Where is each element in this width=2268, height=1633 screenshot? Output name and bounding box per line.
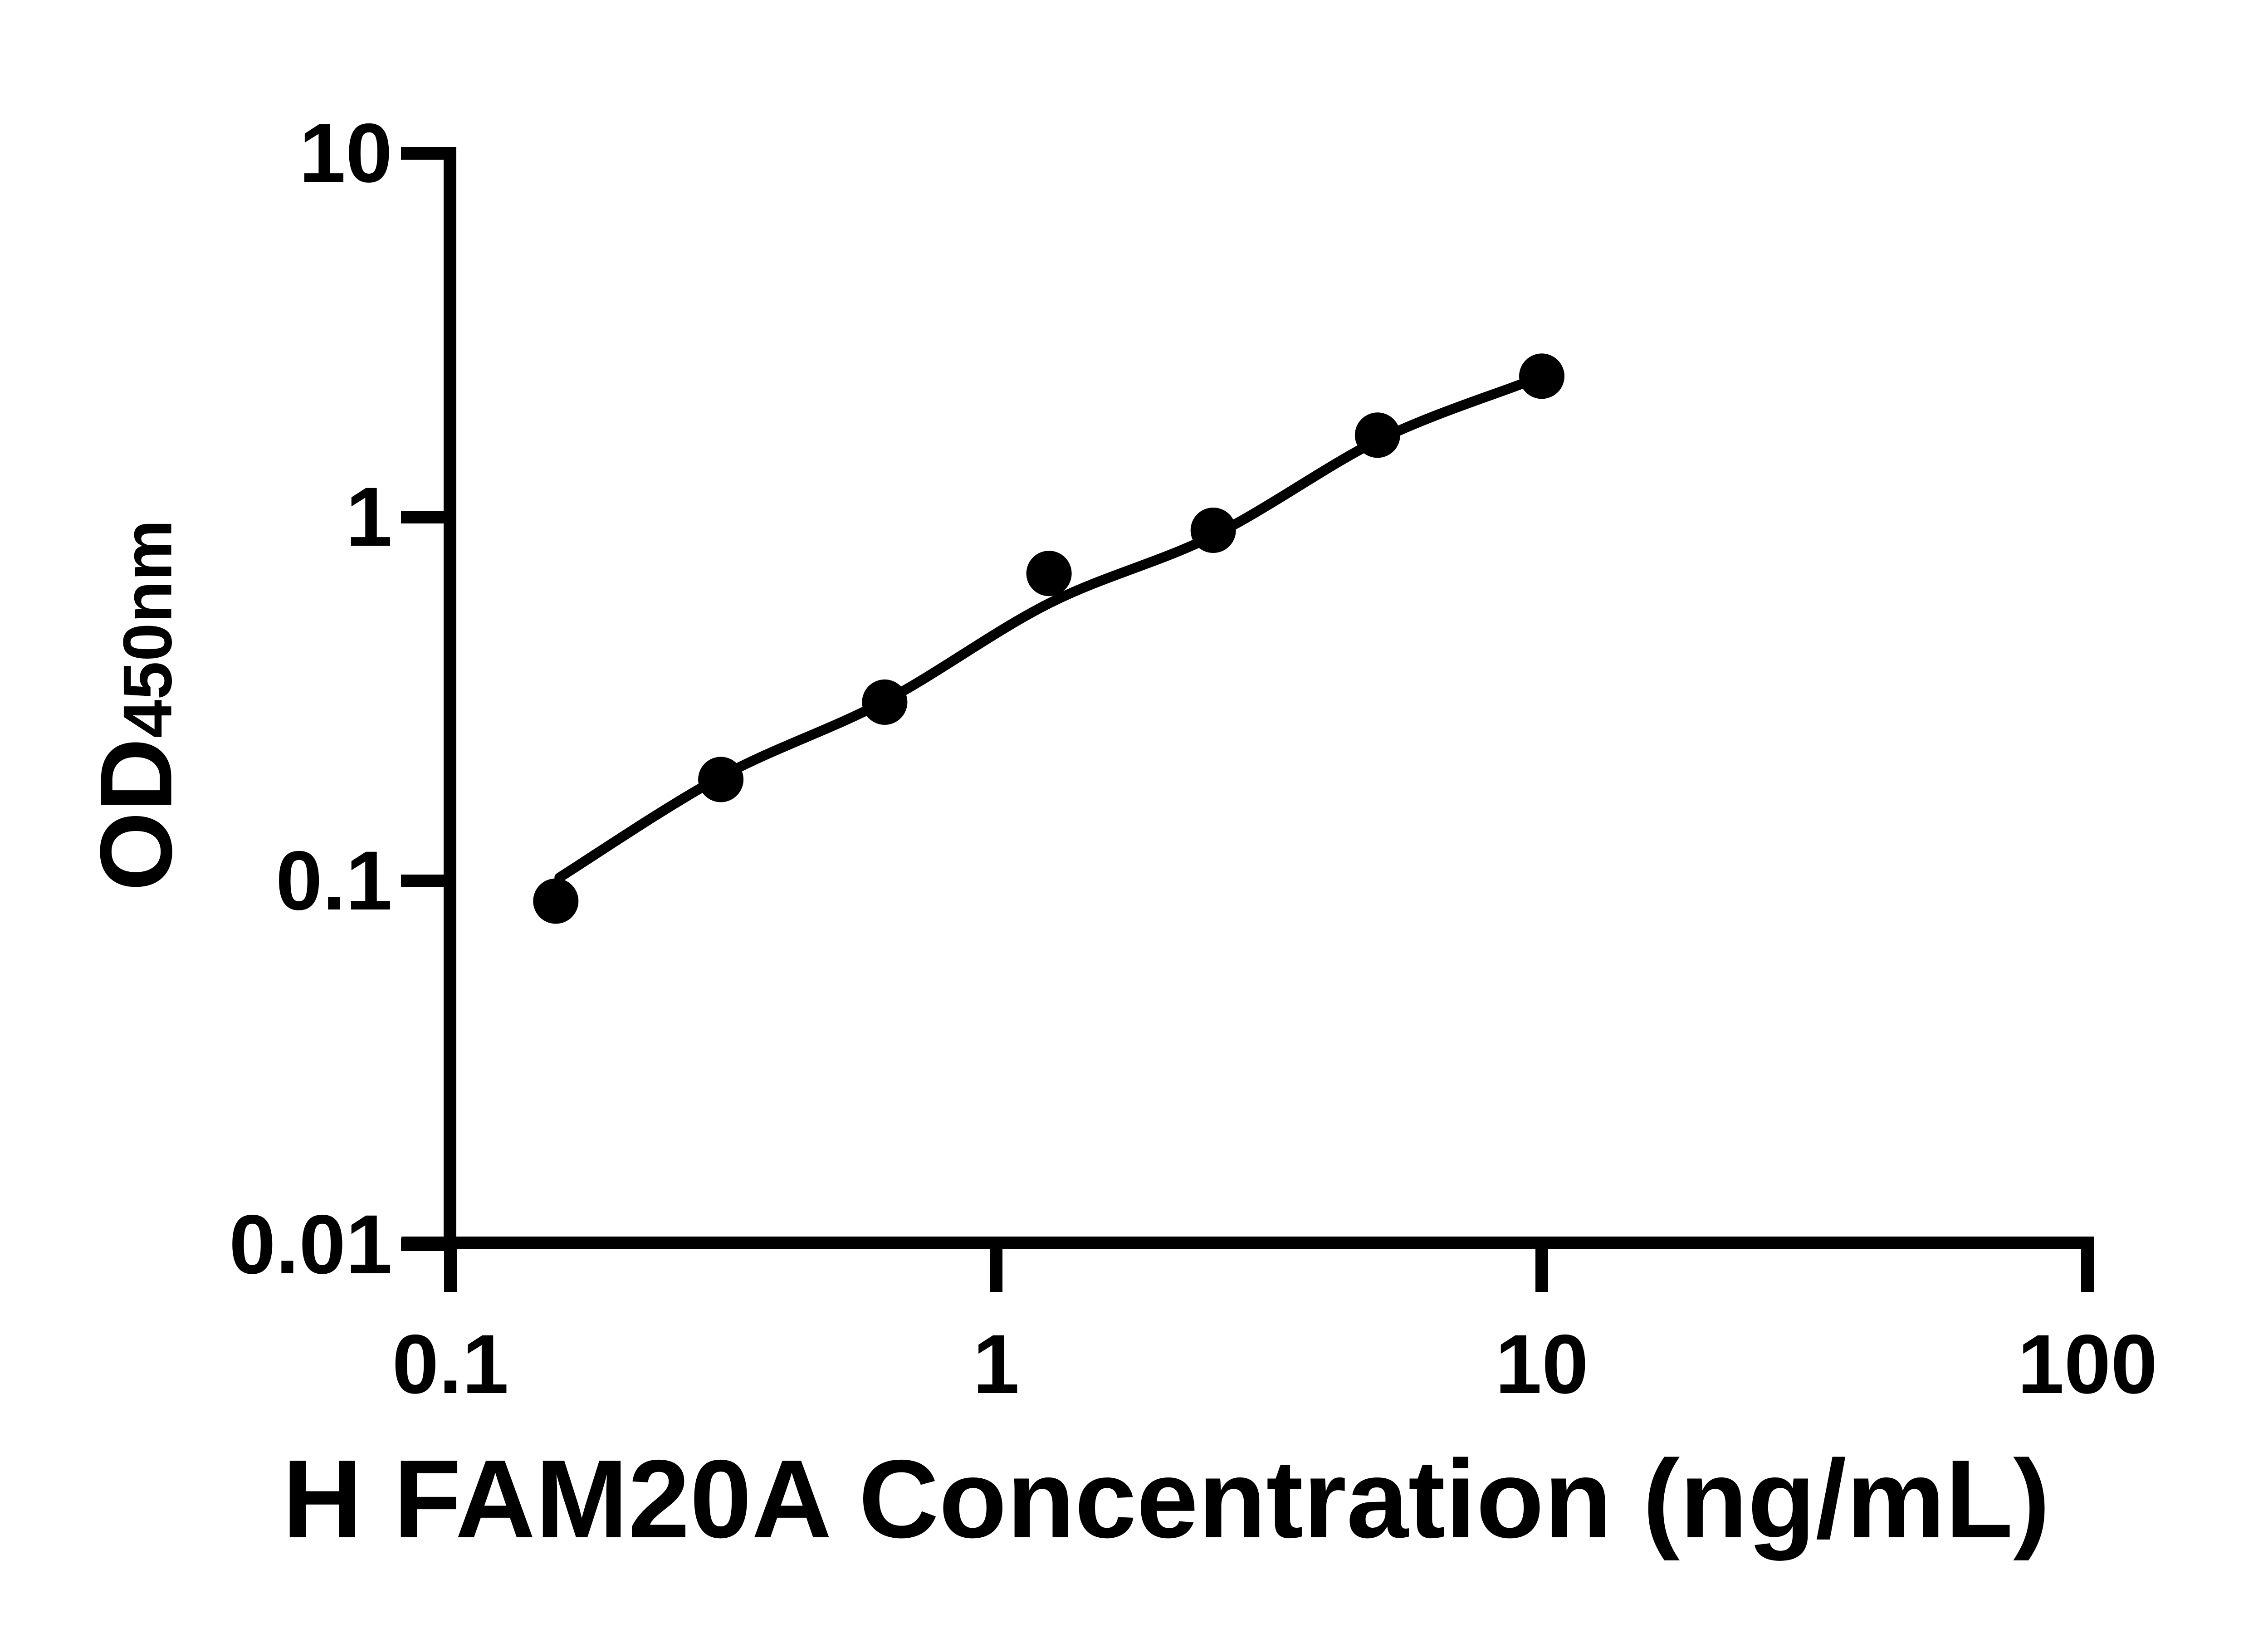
x-tick-label: 100	[2017, 1318, 2158, 1411]
y-axis-title-subscript: 450nm	[109, 519, 186, 738]
data-point	[1190, 508, 1236, 553]
data-point	[862, 679, 908, 725]
data-point	[533, 878, 579, 924]
x-tick-label: 10	[1495, 1318, 1589, 1411]
y-tick-label: 0.01	[229, 1198, 392, 1291]
x-tick-label: 1	[973, 1318, 1020, 1411]
x-axis-title: H FAM20A Concentration (ng/mL)	[282, 1437, 2050, 1561]
data-point	[1519, 353, 1564, 399]
x-tick-label: 0.1	[392, 1318, 509, 1411]
y-axis-title-main: OD	[78, 738, 193, 891]
data-point	[1026, 551, 1072, 596]
y-tick-label: 10	[299, 107, 392, 200]
y-tick-label: 1	[346, 470, 392, 564]
data-point	[698, 757, 744, 802]
y-tick-label: 0.1	[275, 834, 392, 928]
data-point	[1354, 412, 1400, 458]
fit-curve	[554, 379, 1525, 883]
y-axis-title: OD450nm	[79, 519, 193, 891]
